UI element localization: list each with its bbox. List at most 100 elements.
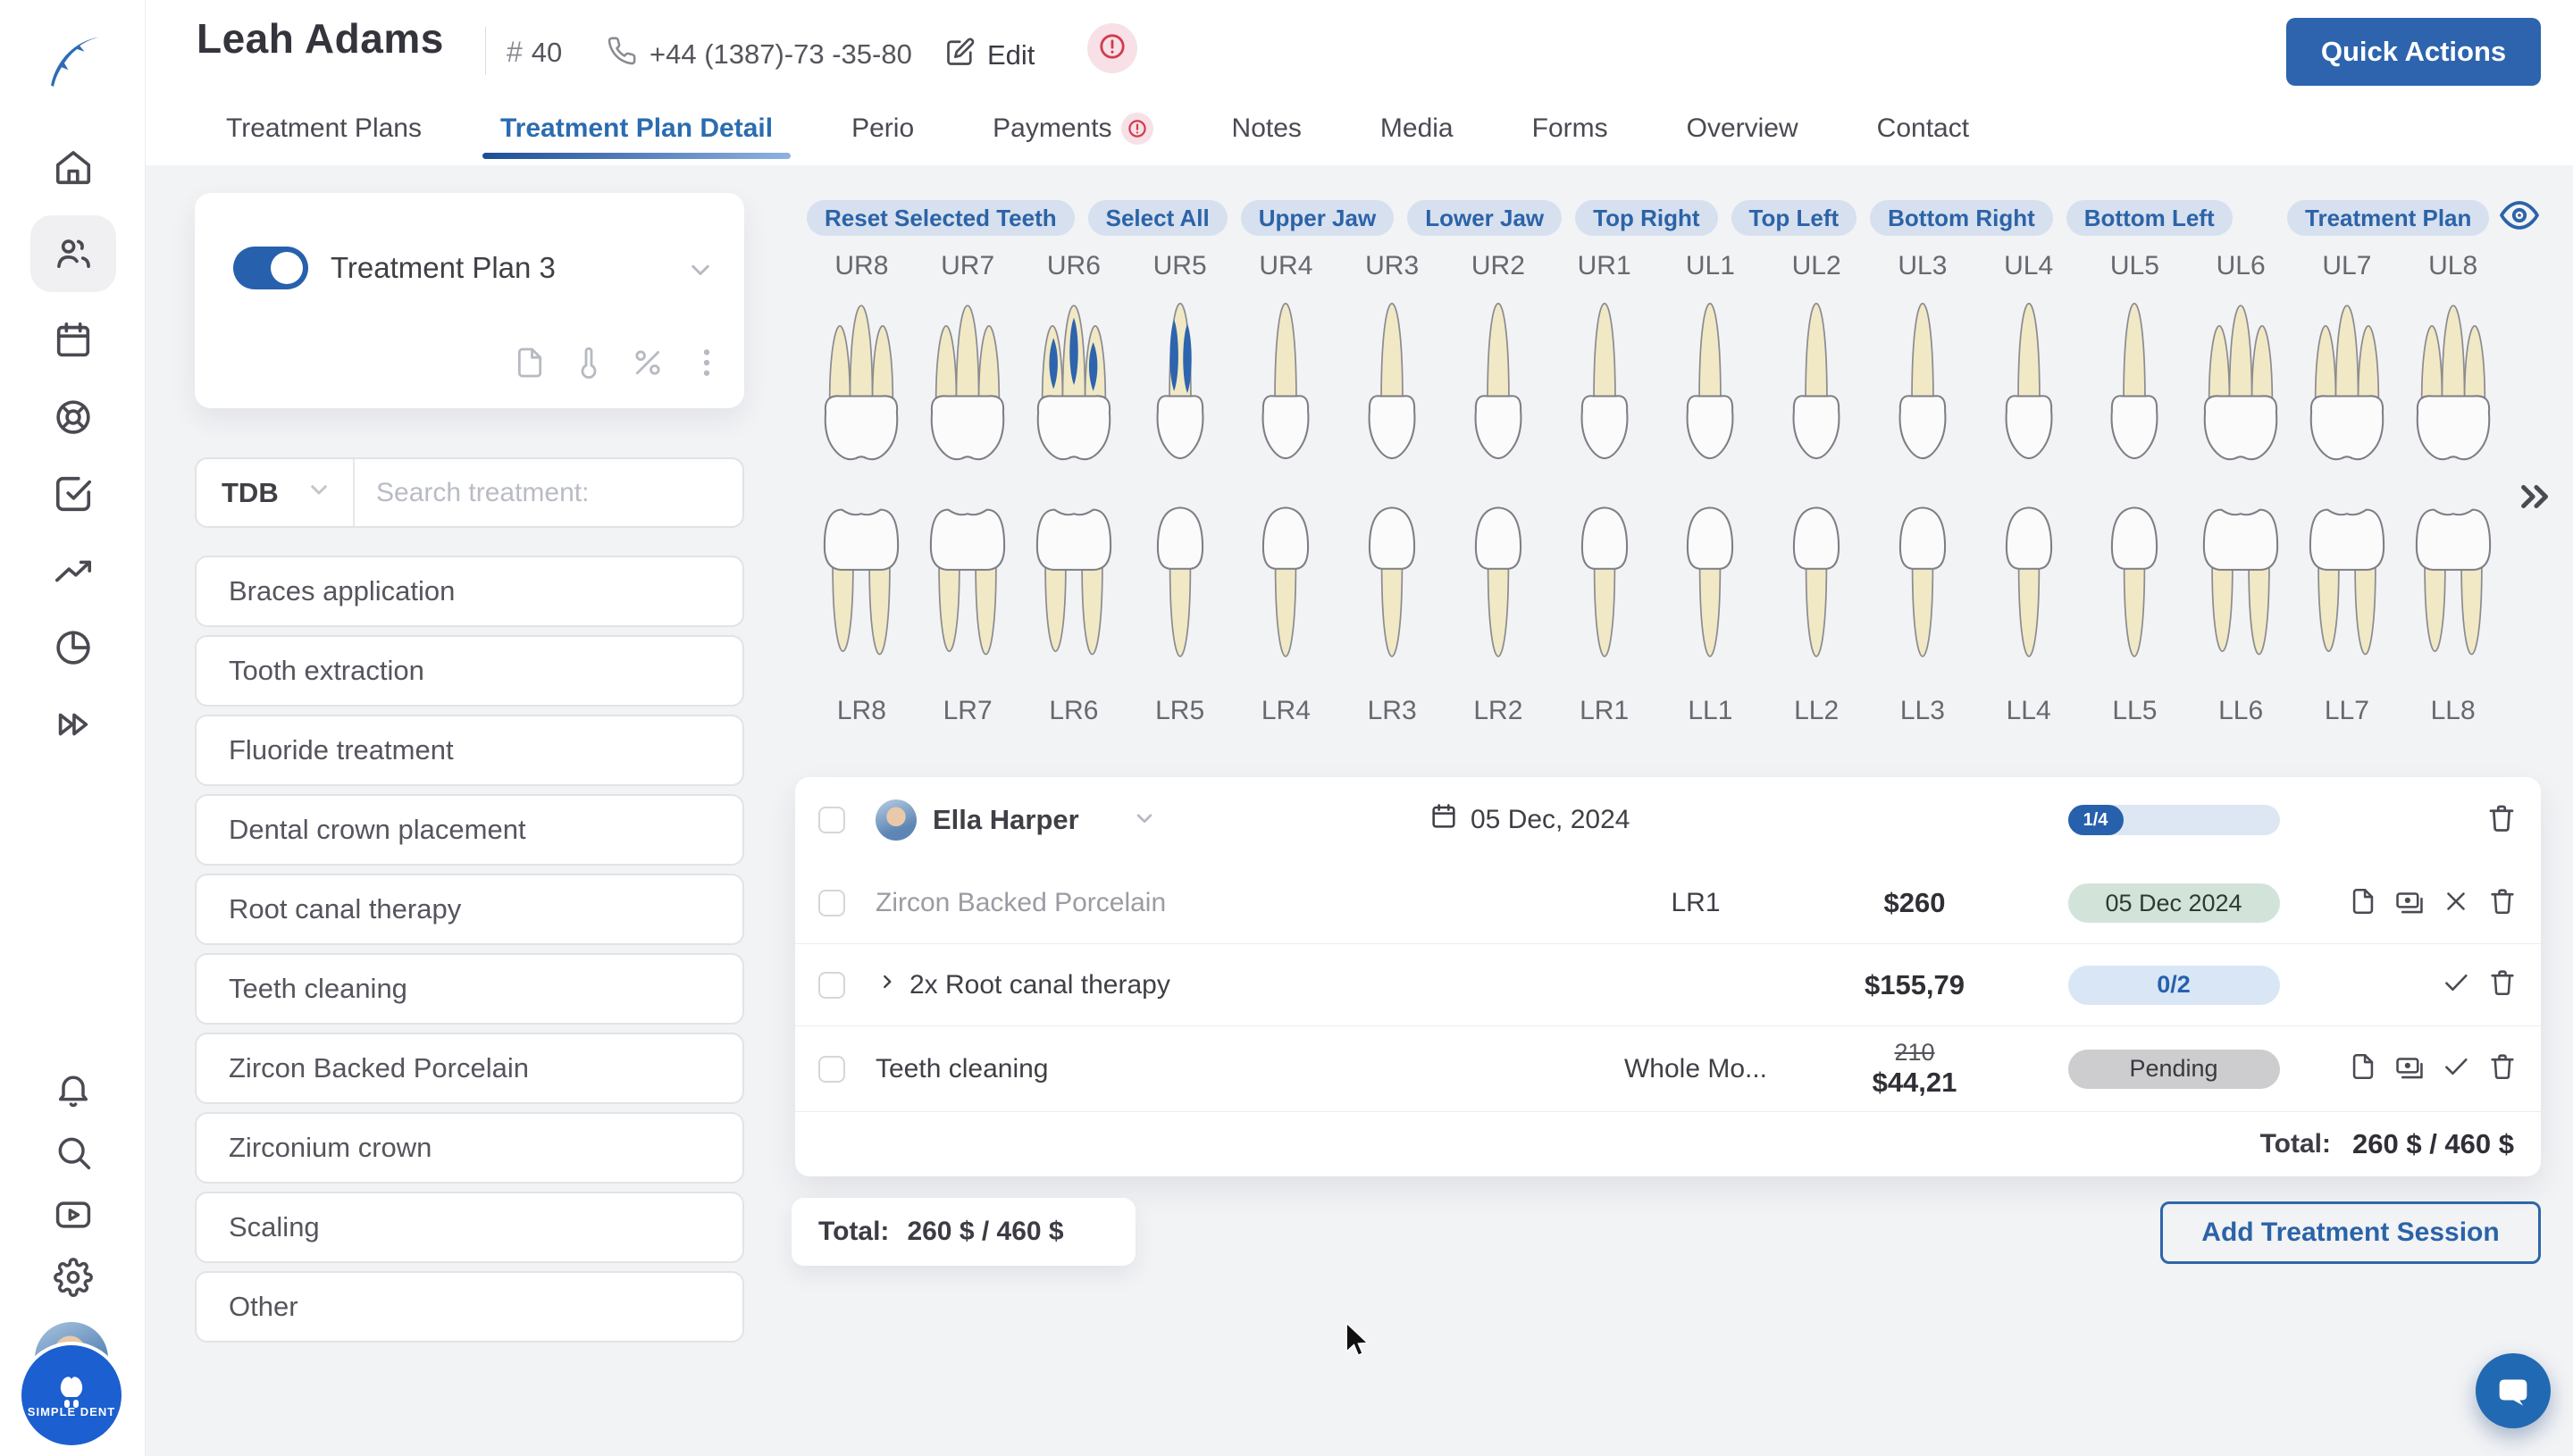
tooth-UR2[interactable] bbox=[1446, 290, 1552, 465]
tab-perio[interactable]: Perio bbox=[851, 100, 914, 157]
search-treatment-input[interactable] bbox=[355, 459, 742, 526]
treatment-list-item[interactable]: Teeth cleaning bbox=[195, 953, 744, 1025]
tab-treatment-plans[interactable]: Treatment Plans bbox=[226, 100, 422, 157]
expand-right-icon[interactable] bbox=[2515, 476, 2556, 522]
tooth-LR5[interactable] bbox=[1127, 498, 1233, 673]
tooth-UR4[interactable] bbox=[1233, 290, 1339, 465]
sidebar-item-reports[interactable] bbox=[30, 619, 116, 676]
tooth-UL4[interactable] bbox=[1975, 290, 2082, 465]
tooth-LR7[interactable] bbox=[915, 498, 1021, 673]
tab-contact[interactable]: Contact bbox=[1877, 100, 1969, 157]
tooth-UR5[interactable] bbox=[1127, 290, 1233, 465]
edit-button[interactable]: Edit bbox=[944, 36, 1035, 75]
thermometer-icon[interactable] bbox=[571, 345, 607, 385]
chip-bottom-left[interactable]: Bottom Left bbox=[2066, 200, 2233, 236]
chip-upper-jaw[interactable]: Upper Jaw bbox=[1241, 200, 1395, 236]
tooth-LL8[interactable] bbox=[2400, 498, 2506, 673]
cash-icon[interactable] bbox=[2394, 1051, 2425, 1086]
tooth-LL6[interactable] bbox=[2188, 498, 2294, 673]
chip-top-right[interactable]: Top Right bbox=[1575, 200, 1717, 236]
tooth-LR8[interactable] bbox=[809, 498, 915, 673]
trash-icon[interactable] bbox=[2487, 967, 2518, 1002]
tooth-LL2[interactable] bbox=[1764, 498, 1870, 673]
sidebar-item-home[interactable] bbox=[30, 138, 116, 196]
tooth-UR1[interactable] bbox=[1551, 290, 1657, 465]
tooth-UR8[interactable] bbox=[809, 290, 915, 465]
tab-media[interactable]: Media bbox=[1380, 100, 1454, 157]
file-icon[interactable] bbox=[2348, 886, 2378, 921]
tooth-UL1[interactable] bbox=[1657, 290, 1764, 465]
trash-icon[interactable] bbox=[2485, 802, 2518, 839]
eye-icon[interactable] bbox=[2498, 194, 2541, 241]
tooth-UR3[interactable] bbox=[1339, 290, 1446, 465]
chip-lower-jaw[interactable]: Lower Jaw bbox=[1407, 200, 1562, 236]
sidebar-item-notifications[interactable] bbox=[30, 1065, 116, 1115]
row-treatment-name[interactable]: 2x Root canal therapy bbox=[876, 970, 1588, 1000]
check-icon[interactable] bbox=[2441, 967, 2471, 1002]
tooth-LR1[interactable] bbox=[1551, 498, 1657, 673]
add-treatment-session-button[interactable]: Add Treatment Session bbox=[2160, 1201, 2541, 1264]
cash-icon[interactable] bbox=[2394, 886, 2425, 921]
tooth-UL7[interactable] bbox=[2294, 290, 2401, 465]
tooth-LR4[interactable] bbox=[1233, 498, 1339, 673]
tooth-UR7[interactable] bbox=[915, 290, 1021, 465]
sidebar-item-video-tutorials[interactable] bbox=[30, 1190, 116, 1240]
treatment-list-item[interactable]: Dental crown placement bbox=[195, 794, 744, 866]
tab-forms[interactable]: Forms bbox=[1532, 100, 1608, 157]
tooth-UL8[interactable] bbox=[2400, 290, 2506, 465]
sidebar-item-search[interactable] bbox=[30, 1127, 116, 1177]
tooth-LL4[interactable] bbox=[1975, 498, 2082, 673]
chip-bottom-right[interactable]: Bottom Right bbox=[1870, 200, 2053, 236]
row-checkbox[interactable] bbox=[818, 1056, 845, 1083]
row-status-badge[interactable]: Pending bbox=[2068, 1050, 2280, 1089]
row-status-badge[interactable]: 05 Dec 2024 bbox=[2068, 883, 2280, 923]
tab-treatment-plan-detail[interactable]: Treatment Plan Detail bbox=[500, 100, 773, 157]
patient-alert-icon[interactable] bbox=[1087, 23, 1137, 73]
row-checkbox[interactable] bbox=[818, 890, 845, 916]
treatment-list-item[interactable]: Zircon Backed Porcelain bbox=[195, 1033, 744, 1104]
row-checkbox[interactable] bbox=[818, 972, 845, 999]
chat-bubble-button[interactable] bbox=[2476, 1353, 2551, 1428]
tab-payments[interactable]: Payments bbox=[993, 100, 1152, 157]
sidebar-item-calendar[interactable] bbox=[30, 312, 116, 369]
kebab-icon[interactable] bbox=[689, 345, 725, 385]
tab-notes[interactable]: Notes bbox=[1232, 100, 1302, 157]
treatment-list-item[interactable]: Zirconium crown bbox=[195, 1112, 744, 1184]
tooth-LL5[interactable] bbox=[2082, 498, 2188, 673]
chip-reset-selected-teeth[interactable]: Reset Selected Teeth bbox=[807, 200, 1075, 236]
chevron-down-icon[interactable] bbox=[684, 254, 717, 290]
trash-icon[interactable] bbox=[2487, 886, 2518, 921]
tooth-LR3[interactable] bbox=[1339, 498, 1446, 673]
row-status-badge[interactable]: 0/2 bbox=[2068, 966, 2280, 1005]
treatment-list-item[interactable]: Scaling bbox=[195, 1192, 744, 1263]
sidebar-item-settings[interactable] bbox=[30, 1252, 116, 1302]
sidebar-item-tasks[interactable] bbox=[30, 465, 116, 523]
chevron-down-icon[interactable] bbox=[1131, 805, 1158, 836]
treatment-list-item[interactable]: Fluoride treatment bbox=[195, 715, 744, 786]
percent-icon[interactable] bbox=[630, 345, 666, 385]
tooth-UL3[interactable] bbox=[1870, 290, 1976, 465]
tooth-UL6[interactable] bbox=[2188, 290, 2294, 465]
tooth-LL3[interactable] bbox=[1870, 498, 1976, 673]
file-icon[interactable] bbox=[512, 345, 548, 385]
treatment-plan-chip[interactable]: Treatment Plan bbox=[2287, 200, 2489, 236]
treatment-db-select[interactable]: TDB bbox=[197, 459, 355, 526]
sidebar-item-patients[interactable] bbox=[30, 215, 116, 292]
quick-actions-button[interactable]: Quick Actions bbox=[2286, 18, 2541, 86]
trash-icon[interactable] bbox=[2487, 1051, 2518, 1086]
treatment-list-item[interactable]: Braces application bbox=[195, 556, 744, 627]
simple-dent-badge[interactable]: SIMPLE DENT bbox=[21, 1345, 122, 1445]
check-icon[interactable] bbox=[2441, 1051, 2471, 1086]
tooth-LL7[interactable] bbox=[2294, 498, 2401, 673]
tooth-UL5[interactable] bbox=[2082, 290, 2188, 465]
tooth-UR6[interactable] bbox=[1021, 290, 1127, 465]
tooth-LL1[interactable] bbox=[1657, 498, 1764, 673]
tooth-LR2[interactable] bbox=[1446, 498, 1552, 673]
file-icon[interactable] bbox=[2348, 1051, 2378, 1086]
chip-select-all[interactable]: Select All bbox=[1088, 200, 1228, 236]
sidebar-item-analytics[interactable] bbox=[30, 542, 116, 599]
tab-overview[interactable]: Overview bbox=[1687, 100, 1798, 157]
treatment-list-item[interactable]: Root canal therapy bbox=[195, 874, 744, 945]
sidebar-item-support[interactable] bbox=[30, 389, 116, 446]
session-date[interactable]: 05 Dec, 2024 bbox=[1429, 802, 2026, 838]
